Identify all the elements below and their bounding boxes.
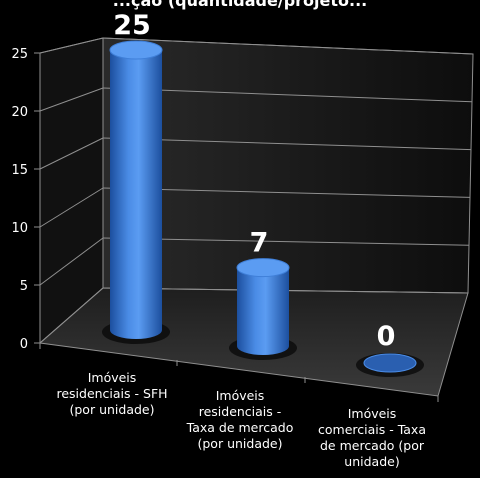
side-gridline xyxy=(39,237,104,286)
side-gridline xyxy=(39,287,104,344)
bar-top xyxy=(363,353,417,373)
y-tick-label: 20 xyxy=(11,105,28,120)
data-label: 0 xyxy=(377,321,396,352)
y-tick-label: 25 xyxy=(11,47,28,62)
x-category-line: residenciais - xyxy=(199,404,282,419)
side-gridline xyxy=(39,137,104,170)
data-label: 25 xyxy=(113,10,151,41)
bar-body xyxy=(237,267,289,355)
y-tick-label: 10 xyxy=(11,221,28,236)
back-gridline xyxy=(102,187,471,198)
x-category-label: Imóveis residenciais - SFH (por unidade) xyxy=(56,370,167,417)
data-label: 7 xyxy=(250,228,269,259)
bar-top xyxy=(109,40,163,60)
y-tick-label: 15 xyxy=(11,163,28,178)
x-axis: Imóveis residenciais - SFH (por unidade)Im… xyxy=(56,370,426,469)
x-category-line: comerciais - Taxa xyxy=(318,422,426,437)
bar xyxy=(229,258,297,360)
chart-title-fragment: ...ção (quantidade/projeto... xyxy=(113,0,368,10)
gridlines xyxy=(39,37,474,344)
y-tick-label: 0 xyxy=(20,337,28,352)
bars xyxy=(102,40,424,377)
back-gridline xyxy=(102,137,472,151)
x-category-line: (por unidade) xyxy=(198,436,283,451)
x-category-line: Imóveis xyxy=(216,388,265,403)
x-category-line: Imóveis xyxy=(88,370,137,385)
x-category-line: Imóveis xyxy=(348,406,397,421)
data-labels: 25 7 0 xyxy=(113,10,395,352)
x-category-line: de mercado (por xyxy=(320,438,425,453)
x-category-line: (por unidade) xyxy=(70,402,155,417)
x-category-label: Imóveis comerciais - Taxa de mercado (por u… xyxy=(318,406,426,469)
x-category-label: Imóveis residenciais -Taxa de mercado (por… xyxy=(186,388,294,451)
back-gridline xyxy=(102,237,470,246)
x-category-line: unidade) xyxy=(344,454,399,469)
side-gridline xyxy=(39,87,104,112)
bar xyxy=(102,40,170,344)
x-category-line: residenciais - SFH xyxy=(56,386,167,401)
y-axis: 0 5 10 15 20 25 xyxy=(11,47,439,402)
x-category-line: Taxa de mercado xyxy=(186,420,294,435)
y-tick-label: 5 xyxy=(20,279,28,294)
bar-top xyxy=(236,258,290,278)
bar-body xyxy=(110,50,162,339)
bar xyxy=(356,353,424,377)
back-gridline xyxy=(102,37,474,55)
back-gridline xyxy=(102,87,473,103)
side-gridline xyxy=(39,187,104,228)
side-gridline xyxy=(39,37,104,54)
